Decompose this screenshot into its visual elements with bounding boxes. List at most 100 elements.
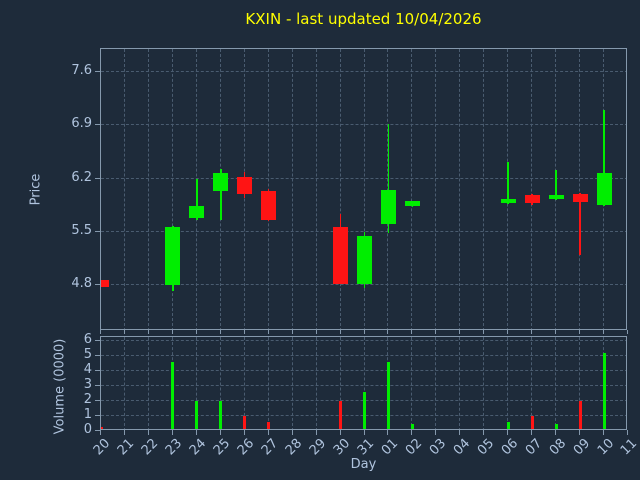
tick-mark <box>483 430 485 435</box>
candle-wick <box>555 170 557 200</box>
volume-plot-area <box>100 336 627 430</box>
volume-tick-label: 5 <box>83 347 92 363</box>
tick-mark <box>363 430 365 435</box>
tick-mark <box>483 330 485 334</box>
tick-mark <box>95 124 100 126</box>
tick-mark <box>95 355 100 357</box>
candle-body <box>101 279 109 287</box>
candle-body <box>261 190 277 220</box>
grid-line-vertical <box>579 49 581 329</box>
grid-line-vertical <box>123 337 125 429</box>
tick-mark <box>339 330 341 334</box>
tick-mark <box>315 330 317 334</box>
grid-line-vertical <box>243 337 245 429</box>
tick-mark <box>95 430 100 431</box>
x-tick-label: 04 <box>450 436 473 459</box>
candle-body <box>165 226 181 285</box>
x-tick-label: 11 <box>618 436 640 459</box>
x-tick-label: 01 <box>378 436 402 459</box>
price-axis-label: Price <box>28 173 44 206</box>
x-tick-label: 23 <box>163 436 186 459</box>
grid-line-vertical <box>363 49 365 329</box>
grid-line-vertical <box>147 337 149 429</box>
tick-mark <box>195 330 197 334</box>
candle-body <box>237 177 253 194</box>
volume-bar <box>101 426 103 429</box>
tick-mark <box>579 430 581 435</box>
grid-line-vertical <box>171 49 173 329</box>
volume-tick-label: 6 <box>83 332 92 348</box>
chart-title: KXIN - last updated 10/04/2026 <box>245 10 482 28</box>
volume-bar <box>602 353 606 429</box>
volume-bar <box>578 401 582 429</box>
candle-body <box>189 206 205 219</box>
x-tick-label: 26 <box>235 436 258 459</box>
grid-line-vertical <box>483 337 485 429</box>
volume-bar <box>243 416 247 429</box>
grid-line-vertical <box>411 49 413 329</box>
volume-bar <box>410 423 414 429</box>
x-tick-label: 02 <box>402 436 426 459</box>
tick-mark <box>100 330 101 334</box>
grid-line-vertical <box>219 337 221 429</box>
tick-mark <box>387 330 389 334</box>
grid-line-horizontal <box>101 355 626 357</box>
tick-mark <box>387 430 389 435</box>
x-tick-label: 09 <box>570 436 593 459</box>
volume-bar <box>339 401 343 429</box>
tick-mark <box>219 430 221 435</box>
tick-mark <box>555 430 557 435</box>
grid-line-vertical <box>531 49 533 329</box>
grid-line-vertical <box>291 337 293 429</box>
candle-body <box>548 194 564 200</box>
tick-mark <box>291 430 293 435</box>
candle-body <box>500 199 516 203</box>
tick-mark <box>95 400 100 402</box>
candle-body <box>380 190 396 225</box>
grid-line-vertical <box>555 337 557 429</box>
tick-mark <box>435 430 437 435</box>
tick-mark <box>507 330 509 334</box>
price-tick-label: 7.6 <box>71 62 92 78</box>
tick-mark <box>95 385 100 387</box>
candle-wick <box>579 193 581 255</box>
candle-body <box>404 201 420 206</box>
price-tick-label: 6.9 <box>71 116 92 132</box>
tick-mark <box>339 430 341 435</box>
price-tick-label: 4.8 <box>71 276 92 292</box>
grid-line-horizontal <box>101 70 626 72</box>
grid-line-vertical <box>483 49 485 329</box>
grid-line-vertical <box>315 49 317 329</box>
tick-mark <box>315 430 317 435</box>
grid-line-vertical <box>123 49 125 329</box>
candle-wick <box>220 169 222 220</box>
grid-line-vertical <box>459 49 461 329</box>
candle-body <box>596 173 612 206</box>
x-tick-label: 27 <box>258 436 282 459</box>
tick-mark <box>100 430 101 435</box>
tick-mark <box>603 430 605 435</box>
grid-line-vertical <box>507 337 509 429</box>
grid-line-vertical <box>459 337 461 429</box>
grid-line-vertical <box>267 337 269 429</box>
grid-line-horizontal <box>101 124 626 126</box>
tick-mark <box>411 330 413 334</box>
tick-mark <box>171 330 173 334</box>
volume-bar <box>506 422 510 429</box>
volume-bar <box>171 362 175 429</box>
grid-line-vertical <box>315 337 317 429</box>
x-tick-label: 24 <box>187 436 210 459</box>
x-tick-label: 30 <box>330 436 354 459</box>
tick-mark <box>579 330 581 334</box>
candle-wick <box>387 124 390 233</box>
grid-line-vertical <box>195 337 197 429</box>
tick-mark <box>95 415 100 417</box>
tick-mark <box>603 330 605 334</box>
tick-mark <box>123 430 125 435</box>
tick-mark <box>267 330 269 334</box>
tick-mark <box>147 430 149 435</box>
grid-line-vertical <box>339 337 341 429</box>
volume-tick-label: 0 <box>83 422 92 437</box>
volume-tick-label: 3 <box>83 377 92 393</box>
